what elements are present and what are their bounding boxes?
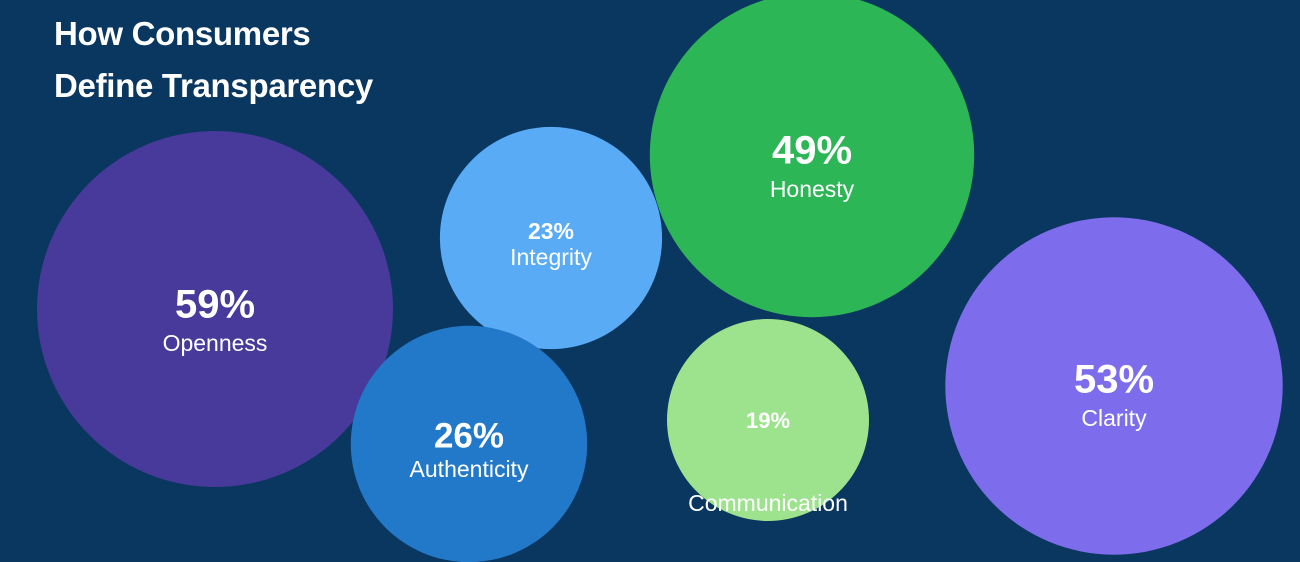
- bubble-honesty: 49% Honesty: [649, 0, 975, 318]
- bubble-value-openness: 59%: [175, 283, 255, 327]
- bubble-communication: 19% Communication: [667, 319, 869, 521]
- bubble-label-openness: Openness: [163, 330, 268, 356]
- bubble-label-communication: Communication: [688, 490, 848, 516]
- bubble-value-honesty: 49%: [772, 129, 852, 173]
- bubble-circle-clarity: [945, 217, 1283, 555]
- bubble-circle-communication: [667, 319, 869, 521]
- bubble-integrity: 23%Integrity: [439, 126, 663, 350]
- bubble-openness: 59% Openness: [37, 131, 393, 487]
- bubble-value-clarity: 53%: [1074, 358, 1154, 402]
- bubble-circle-honesty: [649, 0, 975, 318]
- chart-title-line-1: How Consumers: [54, 15, 311, 52]
- bubble-label-authenticity: Authenticity: [410, 456, 529, 482]
- bubble-circle-authenticity: [350, 325, 588, 562]
- bubble-label-clarity: Clarity: [1081, 405, 1147, 431]
- bubble-label-integrity: Integrity: [510, 244, 592, 270]
- bubble-authenticity: 26%Authenticity: [350, 325, 588, 562]
- chart-title: How Consumers Define Transparency: [54, 8, 373, 112]
- bubble-circle-openness: [37, 131, 393, 487]
- bubble-value-integrity: 23%: [528, 218, 574, 244]
- bubble-circle-integrity: [439, 126, 663, 350]
- bubble-value-communication: 19%: [746, 408, 790, 433]
- bubble-clarity: 53% Clarity: [945, 217, 1283, 555]
- chart-title-line-2: Define Transparency: [54, 67, 373, 104]
- bubble-label-honesty: Honesty: [770, 176, 855, 202]
- bubble-value-authenticity: 26%: [434, 416, 504, 455]
